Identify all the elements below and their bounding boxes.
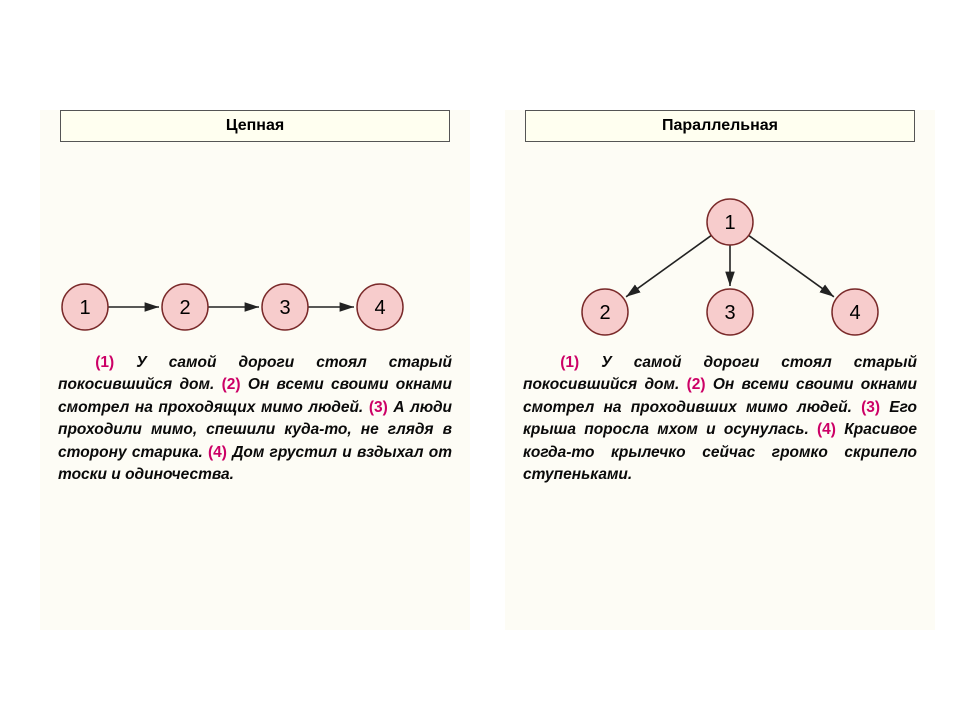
- text-block-parallel: (1) У самой дороги стоял старый покосивш…: [505, 352, 935, 487]
- sentence-marker: (3): [861, 399, 880, 416]
- node-label: 3: [724, 302, 735, 324]
- node-label: 2: [179, 297, 190, 319]
- node-label: 4: [374, 297, 385, 319]
- sentence-marker: (1): [95, 354, 114, 371]
- node-label: 2: [599, 302, 610, 324]
- panel-chain: Цепная 1 2 3 4 (1) У самой дороги стоял ста…: [40, 110, 470, 630]
- sentence-marker: (4): [208, 444, 227, 461]
- edge: [626, 235, 711, 296]
- sentence-marker: (1): [560, 354, 579, 371]
- node-label: 4: [849, 302, 860, 324]
- node-label: 1: [79, 297, 90, 319]
- title-parallel: Параллельная: [525, 110, 915, 142]
- diagram-parallel: 1 2 3 4: [505, 142, 935, 352]
- sentence-marker: (2): [687, 376, 706, 393]
- chain-svg: 1 2 3 4: [40, 142, 470, 352]
- node-label: 1: [724, 212, 735, 234]
- node-label: 3: [279, 297, 290, 319]
- diagram-chain: 1 2 3 4: [40, 142, 470, 352]
- edge: [749, 235, 834, 296]
- sentence-marker: (3): [369, 399, 388, 416]
- title-chain: Цепная: [60, 110, 450, 142]
- page-root: Цепная 1 2 3 4 (1) У самой дороги стоял ста…: [0, 0, 960, 720]
- text-block-chain: (1) У самой дороги стоял старый покосивш…: [40, 352, 470, 487]
- parallel-svg: 1 2 3 4: [505, 142, 935, 352]
- panel-parallel: Параллельная 1 2 3 4 (1) У самой дороги сто…: [505, 110, 935, 630]
- sentence-marker: (2): [222, 376, 241, 393]
- sentence-marker: (4): [817, 421, 836, 438]
